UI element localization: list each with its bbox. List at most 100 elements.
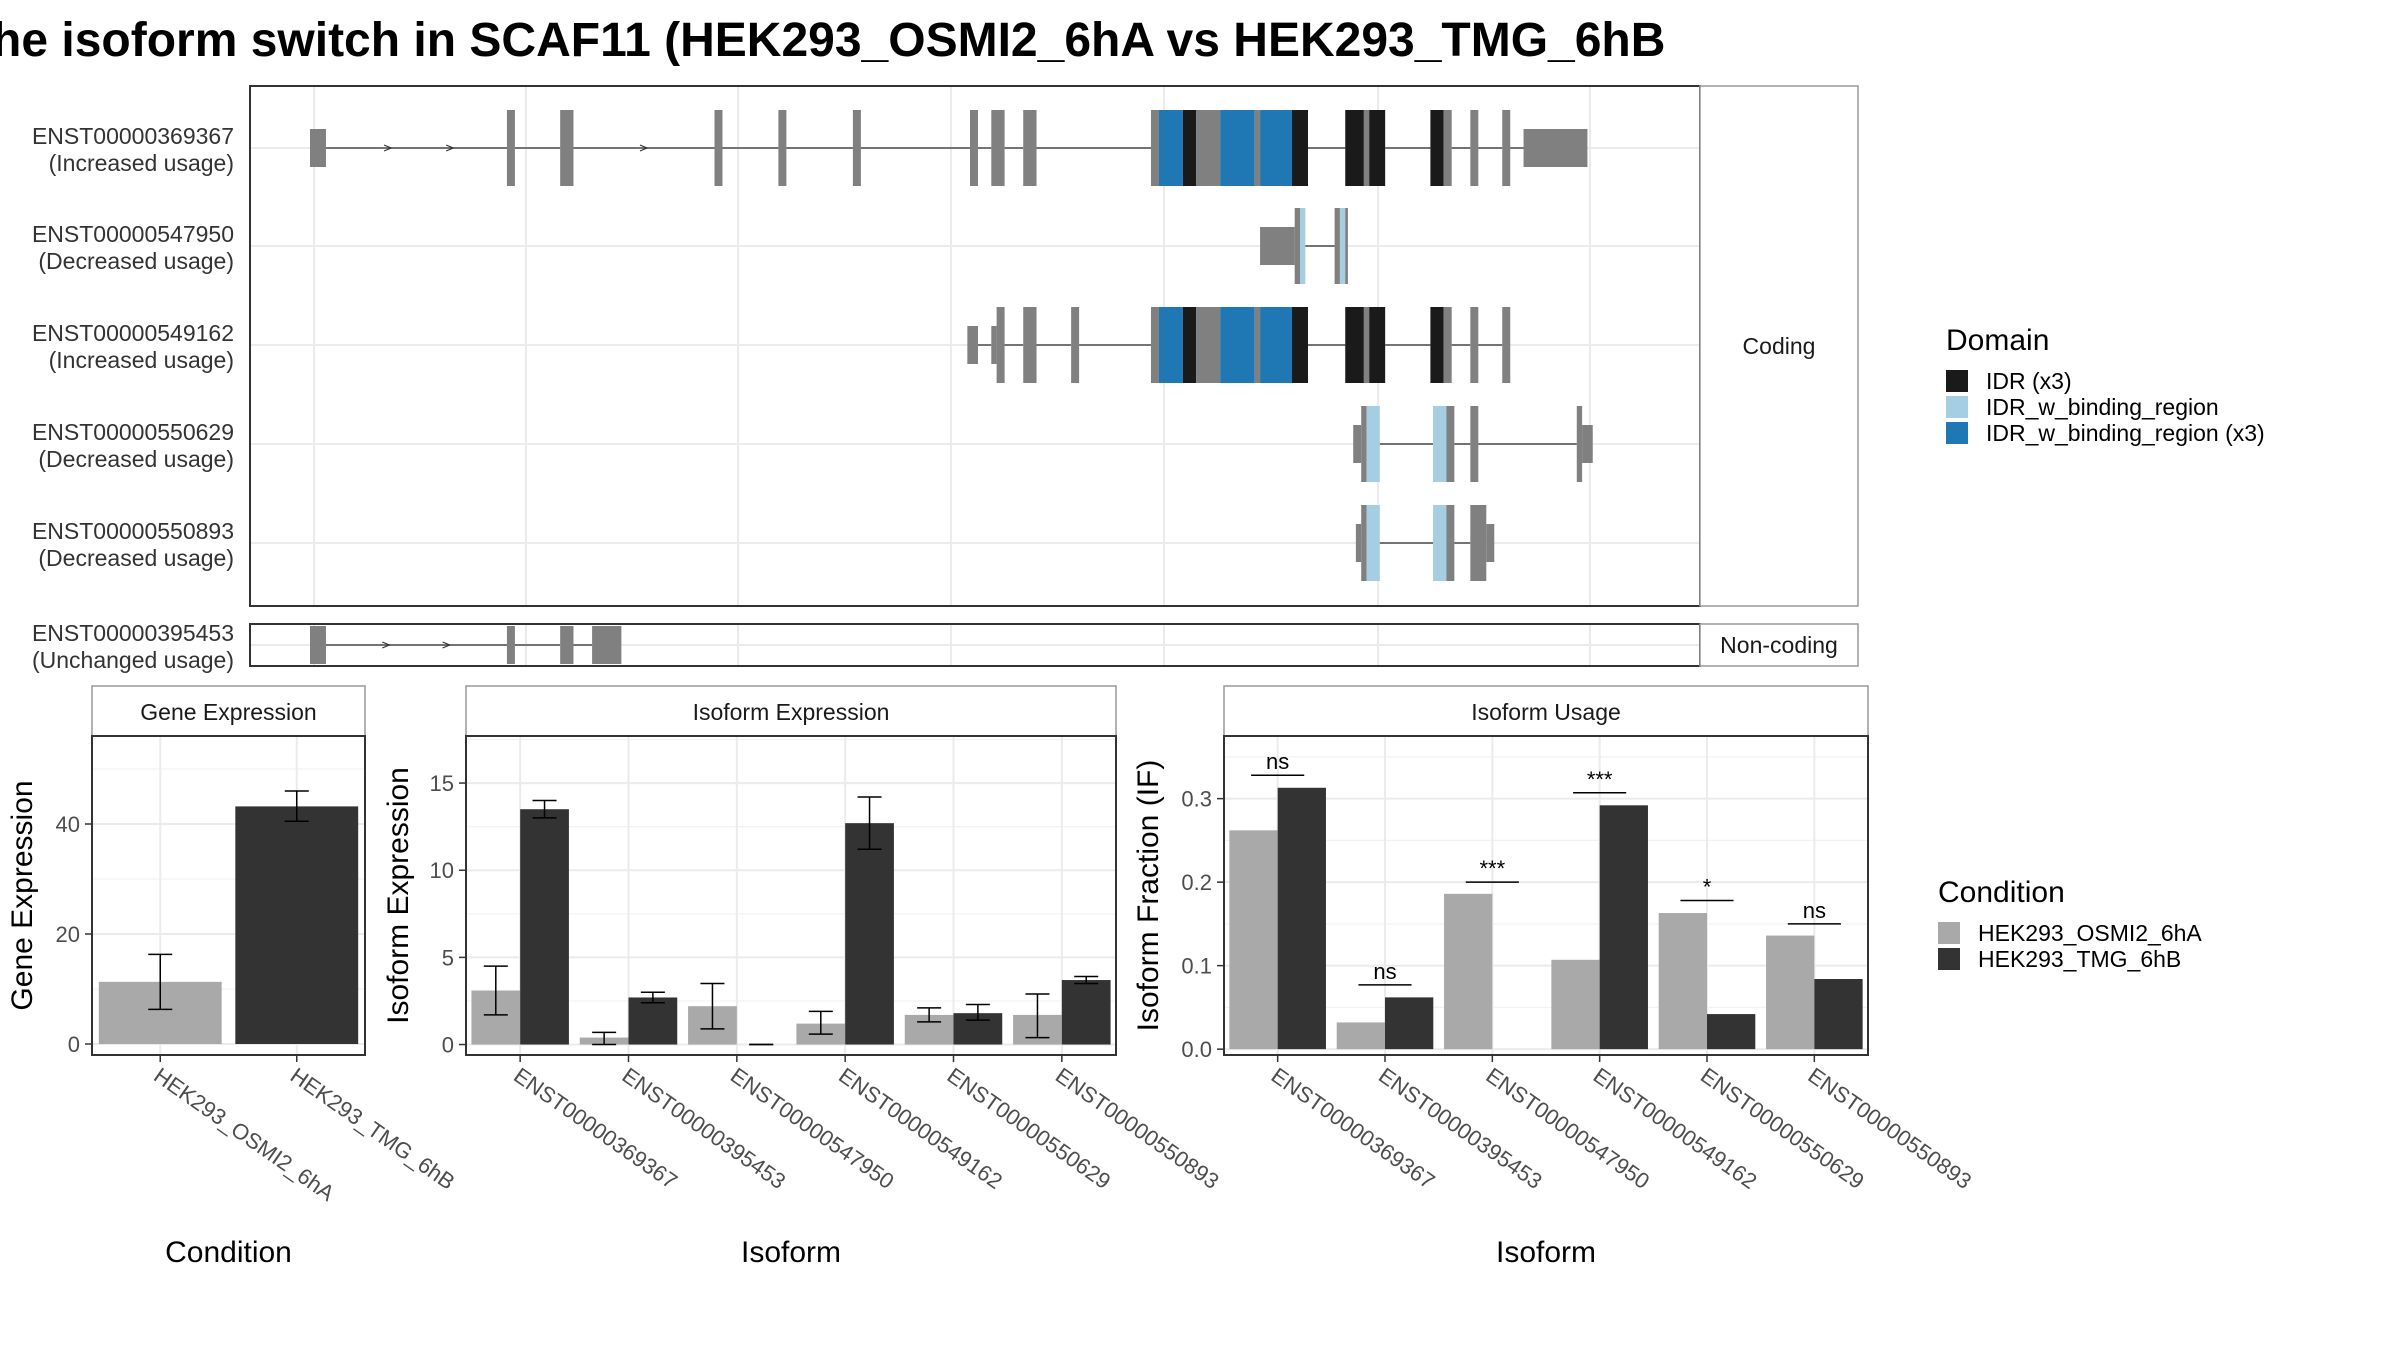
exon-block: [1446, 406, 1455, 482]
x-axis-title: Isoform: [741, 1236, 841, 1269]
exon-block: [1150, 307, 1159, 383]
domain-block: [1220, 307, 1255, 383]
y-tick-label: 0.3: [1181, 787, 1212, 812]
isoform-track: [310, 626, 622, 664]
y-axis-title: Isoform Expression: [382, 767, 415, 1024]
exon-block: [970, 110, 978, 186]
bar: [1658, 913, 1707, 1050]
exon-block: [996, 307, 1005, 383]
isoform-id-label: ENST00000395453: [32, 620, 234, 646]
significance-label: ***: [1479, 856, 1505, 881]
panel-strip: [91, 685, 366, 737]
exon-block: [1502, 307, 1511, 383]
isoform-usage-label: (Decreased usage): [38, 446, 234, 472]
y-tick-label: 40: [56, 812, 80, 837]
exon-block: [778, 110, 787, 186]
legend-swatch: [1946, 370, 1968, 392]
exon-block: [714, 110, 723, 186]
bar: [235, 806, 359, 1044]
gene-structure-panel: ENST00000369367(Increased usage)ENST0000…: [32, 85, 1859, 673]
domain-block: [1433, 505, 1447, 581]
domain-block: [1260, 307, 1293, 383]
domain-block: [1300, 208, 1306, 284]
legend-title: Domain: [1946, 324, 2049, 357]
bar: [1551, 959, 1600, 1050]
exon-block: [1254, 307, 1261, 383]
y-tick-label: 5: [442, 945, 454, 970]
exon-block: [1345, 208, 1348, 284]
significance-label: ns: [1373, 959, 1396, 984]
exon-block: [1294, 208, 1300, 284]
exon-block: [1443, 307, 1452, 383]
exon-block: [1363, 110, 1370, 186]
bar: [1385, 997, 1434, 1050]
utr-block: [1582, 425, 1593, 463]
intron-arrow: [639, 144, 649, 152]
exon-block: [1254, 110, 1261, 186]
domain-block: [1339, 208, 1346, 284]
utr-block: [1353, 425, 1362, 463]
facet-label: Non-coding: [1720, 632, 1838, 658]
utr-block: [1260, 227, 1295, 265]
exon-block: [1470, 406, 1479, 482]
utr-block: [991, 326, 997, 364]
legend-label: IDR_w_binding_region: [1986, 394, 2219, 420]
facet-strip: [1699, 85, 1859, 607]
intron-arrow: [445, 144, 455, 152]
domain-block: [1158, 307, 1183, 383]
domain-block: [1366, 505, 1380, 581]
exon-block: [1363, 307, 1370, 383]
legend-title: Condition: [1938, 876, 2065, 909]
panel-title: Isoform Usage: [1471, 699, 1621, 725]
legend-swatch: [1938, 948, 1960, 970]
panel-title: Gene Expression: [140, 699, 316, 725]
domain-legend: Domain IDR (x3)IDR_w_binding_regionIDR_w_…: [1946, 324, 2265, 446]
isoform-track: [1260, 208, 1348, 284]
exon-block: [1071, 307, 1080, 383]
legend-swatch: [1946, 422, 1968, 444]
isoform-usage-label: (Increased usage): [49, 150, 234, 176]
intron-arrow: [442, 641, 452, 649]
exon-block: [1023, 110, 1037, 186]
utr-block: [1355, 524, 1362, 562]
exon-block: [1470, 110, 1479, 186]
domain-block: [1366, 406, 1380, 482]
panel-strip: [1223, 685, 1869, 737]
isoform-track: [967, 307, 1511, 383]
exon-block: [852, 110, 861, 186]
domain-block: [1369, 110, 1386, 186]
exon-block: [1443, 110, 1452, 186]
isoform-id-label: ENST00000549162: [32, 320, 234, 346]
y-tick-label: 0: [442, 1033, 454, 1058]
figure-title: he isoform switch in SCAF11 (HEK293_OSMI…: [0, 14, 1665, 67]
domain-block: [1158, 110, 1183, 186]
isoform-id-label: ENST00000550893: [32, 518, 234, 544]
bar: [1444, 893, 1493, 1050]
exon-block: [1361, 406, 1367, 482]
isoform-track: [1355, 505, 1495, 581]
utr-block: [1523, 129, 1588, 167]
y-tick-label: 0.0: [1181, 1037, 1212, 1062]
domain-block: [1369, 307, 1386, 383]
y-tick-label: 0.2: [1181, 870, 1212, 895]
domain-block: [1260, 110, 1293, 186]
significance-label: ns: [1803, 898, 1826, 923]
y-tick-label: 0.1: [1181, 954, 1212, 979]
domain-block: [1292, 110, 1308, 186]
exon-block: [1502, 110, 1511, 186]
utr-block: [1486, 524, 1495, 562]
y-tick-label: 15: [430, 771, 454, 796]
exon-block: [1196, 307, 1221, 383]
isoform-track: [310, 110, 1588, 186]
legend-label: HEK293_OSMI2_6hA: [1978, 920, 2202, 946]
panel-border: [465, 735, 1117, 1056]
bar: [1336, 1022, 1385, 1050]
isoform-expression-panel: Isoform Expression051015ENST00000369367E…: [382, 685, 1224, 1269]
domain-block: [1292, 307, 1308, 383]
x-axis-title: Isoform: [1496, 1236, 1596, 1269]
bar: [1707, 1014, 1756, 1050]
domain-block: [1433, 406, 1447, 482]
panel-strip: [465, 685, 1117, 737]
